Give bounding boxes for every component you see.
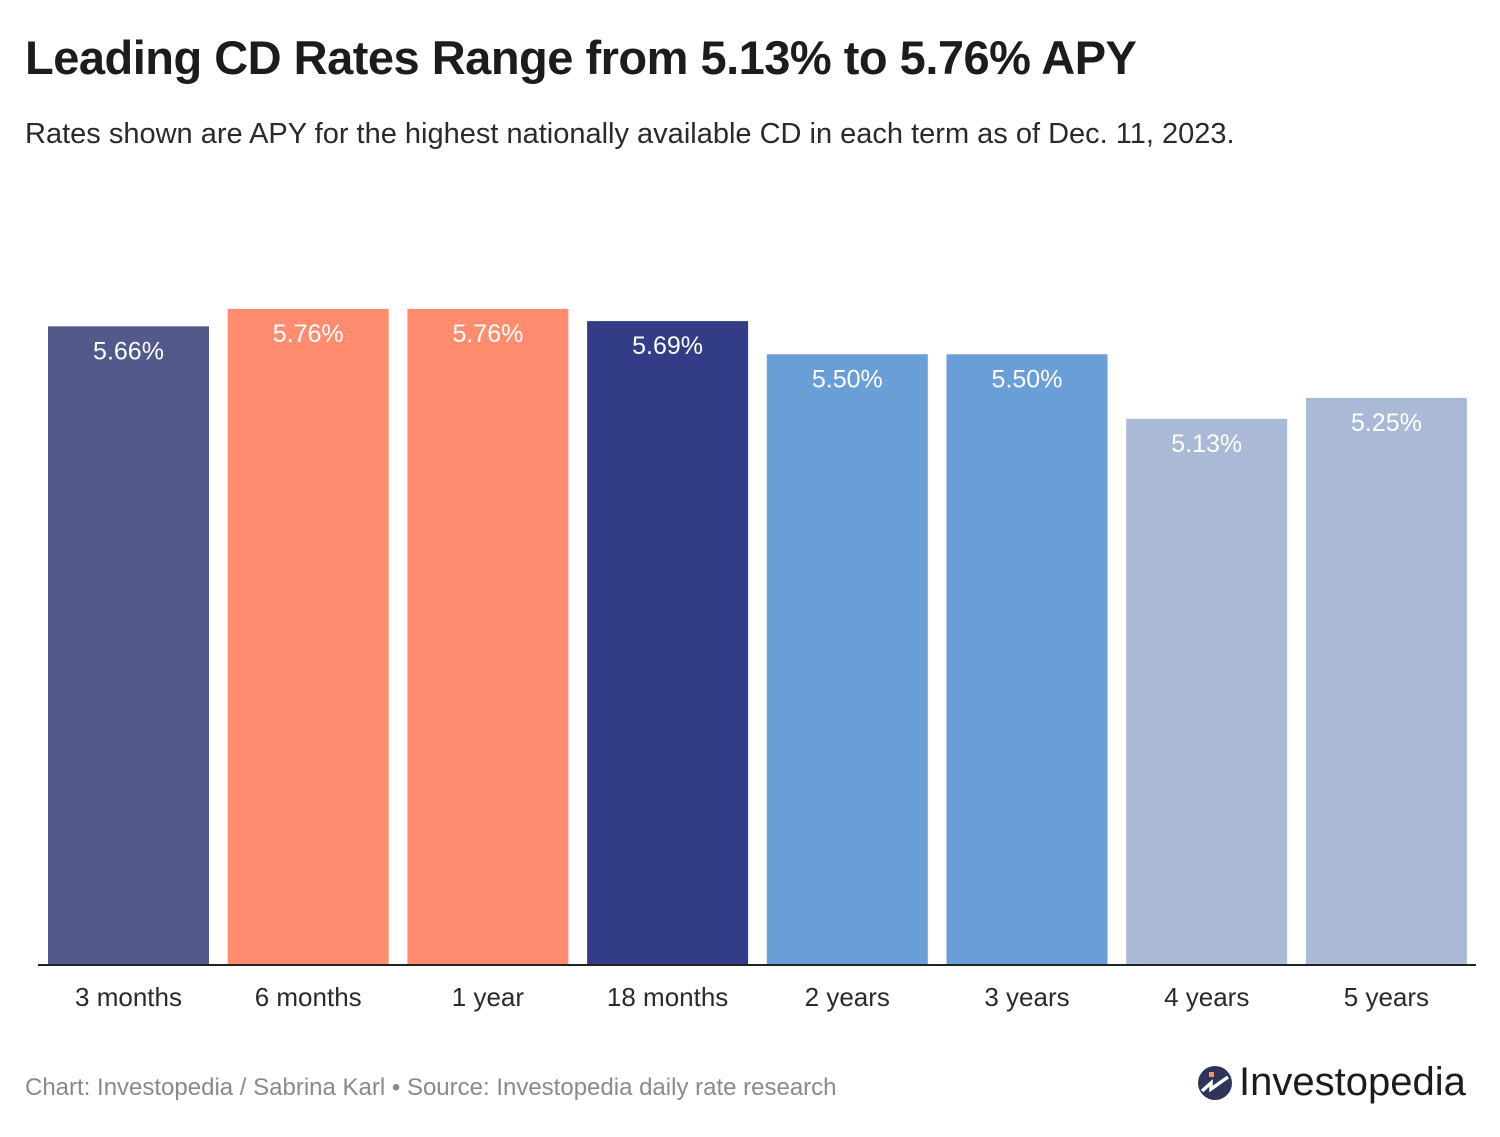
investopedia-logo-icon (1198, 1065, 1232, 1100)
chart-title: Leading CD Rates Range from 5.13% to 5.7… (25, 31, 1137, 84)
chart-subtitle: Rates shown are APY for the highest nati… (25, 118, 1235, 150)
x-tick-label: 4 years (1164, 982, 1249, 1012)
data-label: 5.66% (93, 337, 164, 365)
bar (946, 354, 1108, 965)
bar (766, 354, 928, 965)
x-tick-label: 18 months (607, 982, 728, 1012)
x-tick-label: 2 years (805, 982, 890, 1012)
x-tick-label: 6 months (255, 982, 362, 1012)
data-label: 5.13% (1171, 430, 1242, 458)
data-label: 5.69% (632, 332, 703, 360)
data-label: 5.76% (273, 320, 344, 348)
bar (587, 321, 749, 966)
investopedia-logo: Investopedia (1197, 1060, 1466, 1105)
bar (1126, 418, 1288, 965)
x-tick-label: 3 months (75, 982, 182, 1012)
bar (1305, 397, 1467, 965)
data-label: 5.76% (452, 320, 523, 348)
bar (407, 308, 569, 965)
data-label: 5.25% (1351, 409, 1422, 437)
x-tick-label: 3 years (984, 982, 1069, 1012)
logo-text: Investopedia (1239, 1060, 1466, 1104)
bar (48, 326, 209, 966)
x-tick-label: 1 year (452, 982, 525, 1012)
data-label: 5.50% (812, 365, 883, 393)
data-label: 5.50% (992, 365, 1063, 393)
bar (227, 308, 389, 965)
chart-footer: Chart: Investopedia / Sabrina Karl • Sou… (25, 1074, 837, 1101)
x-tick-label: 5 years (1344, 982, 1429, 1012)
